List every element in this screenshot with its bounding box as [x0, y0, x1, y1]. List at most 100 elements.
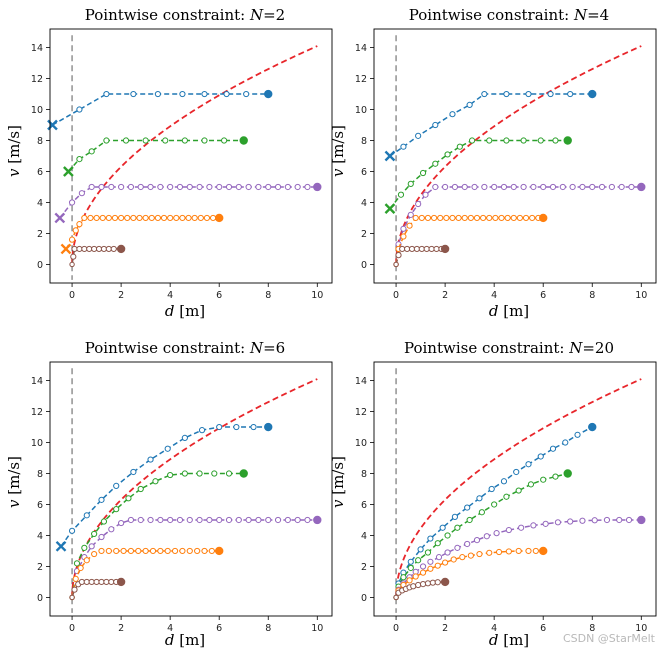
series-point: [419, 169, 427, 177]
watermark-text: CSDN @StarMelt: [562, 632, 655, 645]
series: [69, 469, 248, 601]
series-point: [164, 547, 171, 555]
series-point: [142, 547, 149, 555]
series-point: [513, 468, 520, 476]
y-axis-var: v: [5, 499, 23, 508]
end-marker: [116, 244, 126, 254]
series-point: [103, 137, 110, 144]
series-point: [400, 225, 407, 232]
series-point: [461, 214, 468, 222]
x-tick-label: 4: [491, 623, 497, 634]
series-point: [127, 183, 135, 191]
series-point: [88, 148, 95, 155]
series-point: [68, 527, 76, 534]
series-point: [530, 522, 537, 529]
series-point: [525, 90, 532, 98]
series: [54, 182, 322, 224]
series-point: [569, 183, 576, 191]
end-marker: [264, 89, 273, 99]
subplot-n2: Pointwise constraint: N=2 d [m] v [m/s] …: [5, 6, 333, 320]
series-point: [412, 214, 419, 222]
start-x-stroke: [60, 243, 72, 255]
series-point: [167, 214, 174, 222]
series-point: [68, 236, 76, 243]
subplot-n4: Pointwise constraint: N=4 d [m] v [m/s] …: [329, 6, 657, 320]
y-axis-var: v: [329, 499, 347, 508]
start-x-stroke: [384, 150, 396, 162]
series-point: [72, 227, 79, 234]
series-point: [274, 183, 282, 191]
series-point: [173, 214, 180, 222]
series-point: [552, 137, 559, 144]
y-tick-label: 4: [37, 198, 43, 209]
series-point: [235, 516, 242, 524]
series-point: [424, 580, 432, 587]
start-x-marker: [54, 212, 66, 224]
series-point: [395, 252, 402, 259]
start-x-marker: [55, 540, 67, 552]
series-point: [147, 516, 154, 524]
series-point: [137, 516, 144, 524]
y-tick-label: 12: [355, 74, 367, 85]
series-point: [118, 183, 125, 191]
series-point: [500, 183, 508, 191]
series-point: [211, 470, 218, 477]
series-point: [76, 221, 83, 228]
series-point: [294, 183, 301, 191]
series-point: [87, 214, 94, 222]
series-point: [197, 214, 204, 222]
series-point: [422, 191, 429, 198]
end-marker: [440, 577, 450, 587]
series-point: [294, 516, 301, 524]
series-point: [203, 214, 211, 222]
x-tick-label: 0: [393, 290, 399, 301]
x-axis-var: d: [165, 631, 175, 649]
y-axis-unit: [m/s]: [5, 456, 23, 499]
x-axis-var: d: [489, 631, 499, 649]
y-axis-label: v [m/s]: [329, 456, 347, 508]
end-marker: [215, 213, 224, 223]
subplot-title: Pointwise constraint: N=2: [85, 6, 285, 24]
series: [384, 136, 572, 215]
series-point: [518, 524, 525, 531]
y-tick-label: 0: [361, 593, 367, 604]
series-line: [71, 519, 318, 598]
y-tick-label: 0: [37, 260, 43, 271]
series-point: [108, 183, 115, 191]
y-axis-var: v: [329, 168, 347, 177]
series-line: [395, 550, 544, 598]
series-point: [407, 564, 414, 572]
y-tick-label: 8: [361, 136, 367, 147]
series-point: [255, 516, 262, 524]
x-axis-var: d: [489, 302, 499, 320]
series-point: [579, 517, 586, 524]
series-point: [393, 261, 399, 268]
series-point: [186, 516, 193, 524]
series: [384, 89, 597, 162]
series-point: [552, 473, 559, 480]
series-point: [473, 214, 481, 222]
axes-frame: [373, 28, 657, 284]
series-point: [99, 214, 106, 222]
series-point: [201, 137, 208, 144]
series-point: [162, 137, 169, 144]
start-x-stroke: [55, 540, 67, 552]
series-point: [503, 493, 510, 500]
x-tick-label: 6: [540, 623, 546, 634]
end-marker: [440, 244, 450, 254]
x-tick-label: 0: [69, 290, 75, 301]
series-point: [437, 214, 444, 222]
series-point: [250, 423, 257, 431]
end-marker: [637, 182, 646, 192]
series-point: [473, 537, 481, 544]
series-point: [216, 183, 223, 191]
series-point: [418, 214, 425, 222]
x-tick-label: 10: [311, 290, 323, 301]
series-point: [491, 183, 498, 191]
series-point: [245, 516, 252, 524]
series-point: [103, 90, 110, 98]
series-point: [284, 516, 291, 524]
series-point: [540, 476, 547, 483]
series-point: [208, 547, 215, 555]
series-point: [127, 516, 135, 524]
